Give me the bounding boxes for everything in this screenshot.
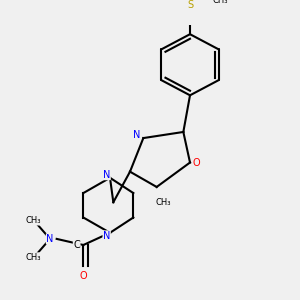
Text: O: O [193, 158, 200, 167]
Text: S: S [187, 0, 193, 10]
Text: N: N [103, 231, 110, 241]
Text: CH₃: CH₃ [26, 216, 41, 225]
Text: CH₃: CH₃ [156, 198, 171, 207]
Text: CH₃: CH₃ [26, 253, 41, 262]
Text: N: N [133, 130, 140, 140]
Text: C: C [73, 240, 80, 250]
Text: O: O [80, 271, 87, 281]
Text: CH₃: CH₃ [212, 0, 228, 5]
Text: N: N [46, 234, 54, 244]
Text: N: N [103, 170, 110, 180]
